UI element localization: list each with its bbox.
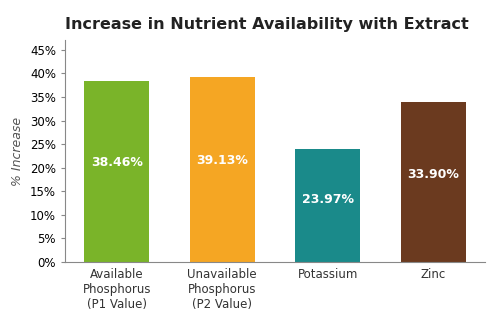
Text: 39.13%: 39.13% <box>196 154 248 167</box>
Text: 33.90%: 33.90% <box>408 168 459 181</box>
Bar <box>84 81 150 262</box>
Bar <box>190 78 255 262</box>
Text: 23.97%: 23.97% <box>302 194 354 206</box>
Text: 38.46%: 38.46% <box>91 156 142 169</box>
Bar <box>400 102 466 262</box>
Bar <box>295 149 360 262</box>
Text: Increase in Nutrient Availability with Extract: Increase in Nutrient Availability with E… <box>65 17 469 32</box>
Y-axis label: % Increase: % Increase <box>12 117 24 186</box>
